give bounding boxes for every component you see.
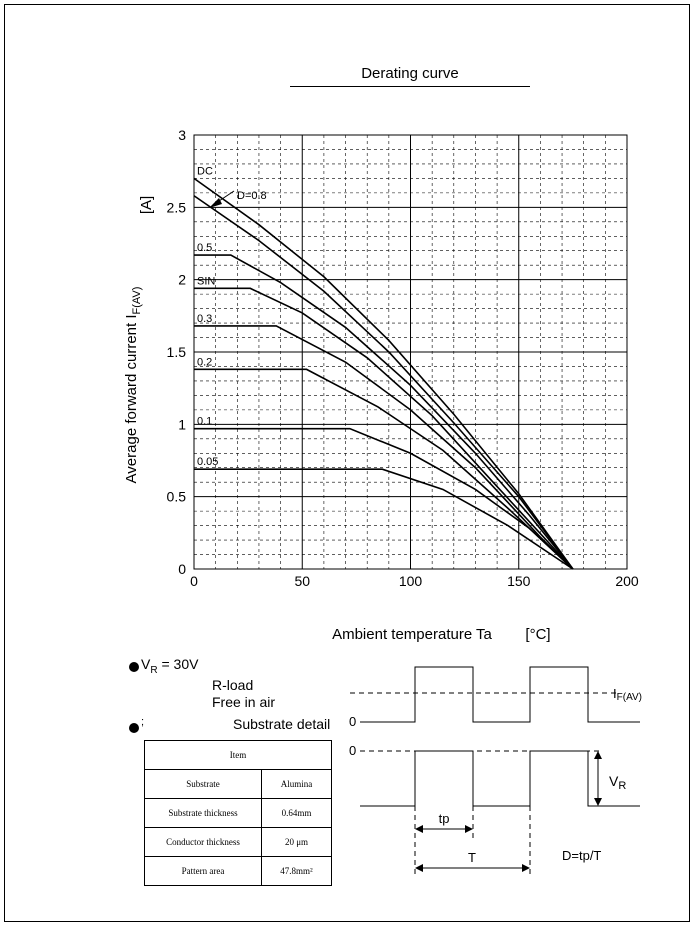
if-av-label: IF(AV) [613,686,642,703]
bullet-substrate [129,723,139,733]
table-row: Conductor thickness 20 μm [144,827,332,857]
t-arrow-left [415,864,423,872]
table-header-row: Item [144,740,332,770]
x-axis-title: Ambient temperature Ta [332,626,492,643]
series-label: 0.05 [197,456,218,468]
d08-arrowhead [209,198,222,208]
y-tick-label: 2.5 [167,199,187,215]
if-av-sub: F(AV) [617,692,642,703]
title-underline [290,86,530,87]
series-line [194,468,574,570]
voltage-waveform [360,750,640,807]
load-condition: R-load [212,677,254,693]
y-axis-title: Average forward current IF(AV) [123,287,143,484]
series-line [194,254,574,570]
vr-wave-main: V [609,773,619,789]
y-axis-unit: [A] [138,196,155,214]
series-label: 0.5 [197,242,212,254]
wave-zero-bottom: 0 [349,743,356,758]
table-cell: Substrate thickness [144,798,262,828]
x-tick-label: 100 [399,573,423,589]
substrate-table: Item Substrate Alumina Substrate thickne… [144,740,332,886]
tp-arrow-right [465,825,473,833]
x-tick-label: 50 [294,573,310,589]
bullet2-mark: ; [141,716,145,728]
x-tick-label: 0 [190,573,198,589]
series-layer [193,177,574,570]
series-label: DC [197,165,213,177]
table-cell: 0.64mm [261,798,332,828]
series-label: 0.1 [197,416,212,428]
waveform-arrowheads [415,751,602,872]
series-line [194,325,574,570]
t-period-label: T [468,850,476,865]
series-label: SIN [197,275,215,287]
table-cell: Pattern area [144,856,262,886]
major-grid [194,135,627,569]
table-row: Substrate thickness 0.64mm [144,798,332,828]
series-line [193,177,574,570]
table-cell: 20 μm [261,827,332,857]
series-line [193,195,574,570]
y-tick-label: 1.5 [167,344,187,360]
series-labels: DC D=0.8 0.5 SIN 0.3 0.2 0.1 0.05 [197,165,267,468]
series-label: 0.2 [197,356,212,368]
table-cell: Alumina [261,769,332,799]
y-tick-label: 0 [178,561,186,577]
table-cell: Substrate [144,769,262,799]
table-row: Pattern area 47.8mm² [144,856,332,886]
series-line [194,287,574,570]
table-header-cell: Item [144,740,332,770]
bullet-vr [129,662,139,672]
current-waveform [360,666,640,723]
y-tick-label: 0.5 [167,489,187,505]
page-border [4,4,690,922]
vr-arrow-top [594,751,602,759]
chart-title: Derating curve [361,65,459,82]
wave-zero-top: 0 [349,714,356,729]
plot-frame [193,134,628,570]
series-label: D=0.8 [237,190,267,202]
air-condition: Free in air [212,694,276,710]
duty-formula: D=tp/T [562,848,601,863]
vr-condition-sub: R [150,664,158,676]
t-arrow-right [522,864,530,872]
if-av-main: I [613,686,617,701]
x-tick-label: 150 [507,573,531,589]
x-axis-unit: [°C] [525,626,550,643]
substrate-detail-title: Substrate detail [233,716,331,732]
y-axis-title-sub: F(AV) [131,287,143,315]
vr-wave-label: VR [609,773,626,792]
tick-labels: 0 50 100 150 200 0 0.5 1 1.5 2 2.5 3 [167,127,639,589]
series-line [194,368,574,570]
series-line [194,427,574,570]
table-cell: 47.8mm² [261,856,332,886]
y-tick-label: 1 [178,416,186,432]
waveform-diagram [350,666,640,878]
series-label: 0.3 [197,313,212,325]
vr-wave-sub: R [618,780,626,792]
vr-condition-label: V [141,656,151,672]
y-tick-label: 2 [178,272,186,288]
vr-condition: VR = 30V [141,656,198,676]
y-axis-title-main: Average forward current I [123,314,140,483]
vr-arrow-bottom [594,798,602,806]
table-cell: Conductor thickness [144,827,262,857]
tp-label: tp [439,811,450,826]
x-tick-label: 200 [615,573,639,589]
tp-arrow-left [415,825,423,833]
y-tick-label: 3 [178,127,186,143]
vr-condition-value: = 30V [157,656,199,672]
table-row: Substrate Alumina [144,769,332,799]
